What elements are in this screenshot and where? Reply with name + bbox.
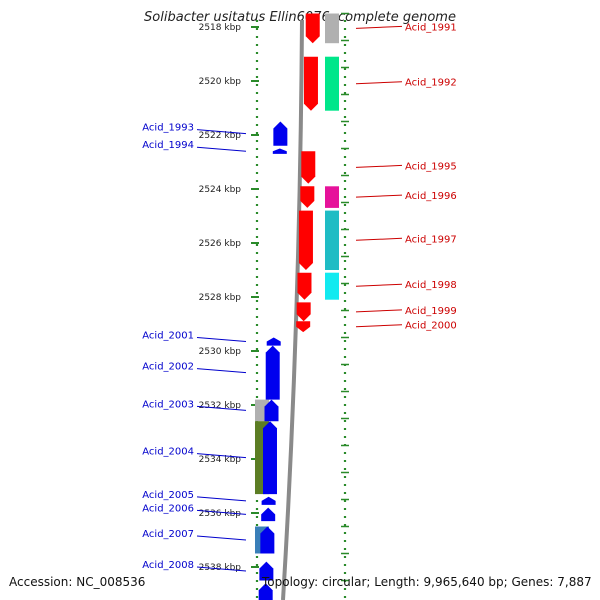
gene-leader-line bbox=[355, 283, 403, 287]
gene-arrow-acid-2007 bbox=[260, 526, 275, 554]
gene-leader-line bbox=[196, 129, 247, 135]
scale-ticks: 2518 kbp 2520 kbp 2522 kbp 2524 kbp 2526 kbp… bbox=[199, 12, 349, 600]
scale-tick-label: 2538 kbp bbox=[199, 563, 242, 573]
gene-arrow-acid-1995 bbox=[301, 151, 316, 184]
gene-leader-line bbox=[196, 146, 247, 152]
gene-leader-line bbox=[355, 237, 403, 241]
gene-arrow-acid-1992 bbox=[303, 56, 318, 111]
scale-tick-label: 2520 kbp bbox=[199, 77, 242, 87]
gene-label: Acid_1997 bbox=[405, 234, 457, 245]
gene-labels: Acid_1991 Acid_1992 Acid_1993 Acid_1994 Acid… bbox=[142, 22, 457, 572]
gene-arrow-acid-1996 bbox=[300, 186, 315, 208]
gene-label: Acid_1996 bbox=[405, 191, 457, 202]
scale-tick-label: 2524 kbp bbox=[199, 185, 242, 195]
scale-tick-label: 2530 kbp bbox=[199, 347, 242, 357]
scale-tick-label: 2534 kbp bbox=[199, 455, 242, 465]
gene-label: Acid_1993 bbox=[142, 123, 194, 134]
gene-leader-line bbox=[196, 496, 247, 502]
accession-label: Accession: NC_008536 bbox=[9, 575, 146, 589]
gene-leader-line bbox=[355, 164, 403, 168]
gene-arrow-acid-1997 bbox=[298, 210, 313, 270]
gene-label: Acid_2003 bbox=[142, 399, 194, 410]
page-title: Solibacter usitatus Ellin6076, complete … bbox=[144, 10, 456, 25]
gene-label: Acid_2006 bbox=[142, 503, 194, 514]
gene-label: Acid_1991 bbox=[405, 22, 457, 33]
gene-arrow-acid-1991 bbox=[305, 13, 320, 44]
gene-label: Acid_1994 bbox=[142, 140, 194, 151]
gene-label: Acid_2001 bbox=[142, 331, 194, 342]
scale-tick-label: 2518 kbp bbox=[199, 23, 242, 33]
gene-leader-line bbox=[196, 405, 247, 411]
scale-tick-label: 2532 kbp bbox=[199, 401, 242, 411]
gene-arrow-acid-2006 bbox=[261, 507, 276, 522]
gene-leader-line bbox=[355, 309, 403, 313]
gene-leader-line bbox=[196, 337, 247, 343]
gene-leader-line bbox=[355, 324, 403, 328]
gene-leader-line bbox=[196, 453, 247, 459]
gene-label: Acid_1999 bbox=[405, 306, 457, 317]
gene-arrow-acid-2008 bbox=[259, 561, 274, 581]
gene-arrow bbox=[258, 583, 273, 600]
cog-bar-acid-1998 bbox=[325, 272, 339, 300]
scale-tick-label: 2528 kbp bbox=[199, 293, 242, 303]
gene-arrow-acid-2002 bbox=[265, 345, 280, 400]
gene-label: Acid_2007 bbox=[142, 529, 194, 540]
cog-bar-acid-1991 bbox=[325, 13, 339, 44]
scale-tick-label: 2526 kbp bbox=[199, 239, 242, 249]
gene-arrow-acid-1994 bbox=[272, 148, 287, 154]
scale-tick-label: 2522 kbp bbox=[199, 131, 242, 141]
gene-arrow-acid-2005 bbox=[261, 496, 276, 505]
gene-label: Acid_1992 bbox=[405, 78, 457, 89]
gene-label: Acid_2000 bbox=[405, 321, 457, 332]
topology-label: Topology: circular; Length: 9,965,640 bp… bbox=[262, 575, 592, 589]
gene-arrows bbox=[258, 13, 320, 600]
gene-leader-line bbox=[355, 81, 403, 85]
gene-arrow-acid-2003 bbox=[264, 399, 279, 422]
dna-backbone bbox=[281, 19, 304, 600]
gene-label: Acid_2005 bbox=[142, 490, 194, 501]
gene-arrow-acid-1998 bbox=[297, 272, 312, 300]
gene-label: Acid_2004 bbox=[142, 447, 194, 458]
gene-leader-line bbox=[196, 566, 247, 572]
gene-leader-line bbox=[355, 194, 403, 198]
cog-bar-acid-1992 bbox=[325, 56, 339, 111]
gene-leader-line bbox=[196, 509, 247, 515]
gene-leader-line bbox=[196, 368, 247, 374]
gene-label: Acid_1995 bbox=[405, 161, 457, 172]
gene-arrow-acid-2001 bbox=[266, 337, 281, 346]
scale-tick-label: 2536 kbp bbox=[199, 509, 242, 519]
gene-arrow-acid-2000 bbox=[296, 321, 311, 333]
gene-leader-line bbox=[196, 535, 247, 541]
cog-bar-acid-1997 bbox=[325, 210, 339, 270]
gene-label: Acid_2002 bbox=[142, 362, 194, 373]
gene-arrow-acid-1993 bbox=[273, 121, 288, 146]
gene-arrow-acid-1999 bbox=[296, 302, 311, 322]
gene-label: Acid_2008 bbox=[142, 560, 194, 571]
cog-bar-acid-1996 bbox=[325, 186, 339, 208]
gene-arrow-acid-2004 bbox=[262, 421, 277, 495]
gene-label: Acid_1998 bbox=[405, 280, 457, 291]
gene-leader-line bbox=[355, 25, 403, 29]
